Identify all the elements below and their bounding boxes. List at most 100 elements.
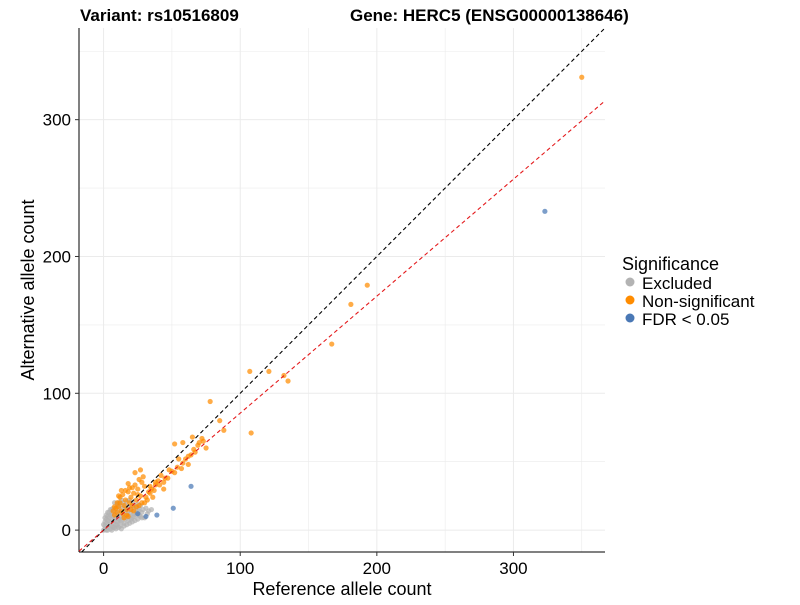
x-ticks: 0 100 200 300	[99, 552, 528, 578]
point-excluded	[148, 506, 155, 513]
point-non-significant	[133, 497, 139, 503]
point-non-significant	[247, 368, 253, 375]
point-non-significant	[116, 493, 122, 499]
point-non-significant	[152, 479, 159, 485]
point-non-significant	[189, 434, 195, 440]
point-non-significant	[135, 486, 141, 492]
point-excluded	[105, 527, 111, 533]
point-non-significant	[191, 446, 197, 452]
point-non-significant	[131, 508, 137, 514]
legend-key-fdr	[625, 313, 635, 323]
chart-title-variant: Variant: rs10516809	[80, 6, 239, 25]
legend-entry-excluded: Excluded	[625, 274, 712, 293]
legend-key-excluded	[625, 277, 635, 287]
point-non-significant	[221, 427, 227, 433]
point-non-significant	[136, 476, 142, 483]
point-non-significant	[135, 491, 141, 498]
point-excluded	[131, 513, 137, 520]
legend-label-excluded: Excluded	[642, 274, 712, 293]
x-axis-title: Reference allele count	[252, 579, 431, 599]
y-axis-title: Alternative allele count	[18, 199, 38, 380]
point-non-significant	[150, 494, 156, 500]
point-non-significant	[111, 504, 118, 510]
point-non-significant	[122, 497, 129, 503]
point-non-significant	[125, 513, 131, 520]
point-fdr-0-05	[542, 208, 548, 214]
point-excluded	[113, 522, 119, 528]
point-non-significant	[176, 456, 182, 462]
point-fdr-0-05	[170, 505, 176, 511]
point-non-significant	[348, 301, 354, 307]
point-non-significant	[158, 472, 164, 478]
point-fdr-0-05	[188, 483, 194, 489]
point-non-significant	[266, 368, 272, 375]
x-tick-label: 300	[499, 559, 527, 578]
legend-label-non-significant: Non-significant	[642, 292, 755, 311]
point-excluded	[132, 517, 138, 524]
point-non-significant	[128, 494, 134, 500]
axes	[78, 28, 605, 553]
point-non-significant	[114, 500, 120, 506]
y-ticks: 0 100 200 300	[43, 111, 79, 540]
fit-line	[78, 100, 606, 552]
point-non-significant	[121, 502, 127, 509]
point-non-significant	[141, 483, 148, 489]
point-non-significant	[195, 442, 201, 448]
reference-lines	[78, 27, 606, 553]
point-non-significant	[118, 487, 124, 494]
point-non-significant	[110, 508, 116, 514]
legend: Significance Excluded Non-significant FD…	[622, 254, 755, 329]
legend-entry-non-significant: Non-significant	[625, 292, 755, 311]
point-excluded	[117, 517, 123, 524]
point-non-significant	[111, 512, 118, 518]
y-tick-label: 100	[43, 384, 71, 403]
point-fdr-0-05	[143, 513, 149, 520]
point-non-significant	[185, 461, 191, 468]
point-non-significant	[140, 474, 146, 480]
legend-key-non-significant	[625, 295, 635, 305]
point-non-significant	[180, 460, 186, 466]
point-non-significant	[285, 378, 291, 384]
point-non-significant	[122, 487, 129, 494]
point-excluded	[109, 527, 115, 533]
data-points	[100, 74, 585, 533]
point-non-significant	[147, 483, 153, 489]
point-excluded	[139, 515, 145, 521]
point-non-significant	[172, 441, 178, 447]
point-non-significant	[137, 467, 144, 473]
point-non-significant	[217, 418, 223, 424]
legend-entry-fdr: FDR < 0.05	[625, 310, 729, 329]
point-non-significant	[180, 439, 186, 446]
x-tick-label: 200	[363, 559, 391, 578]
y-tick-label: 200	[43, 247, 71, 266]
y-tick-label: 0	[62, 521, 71, 540]
point-non-significant	[248, 430, 254, 436]
point-excluded	[100, 522, 107, 528]
point-non-significant	[579, 74, 585, 80]
point-non-significant	[157, 482, 163, 488]
point-non-significant	[203, 445, 209, 451]
identity-line	[81, 27, 606, 553]
point-fdr-0-05	[154, 512, 160, 518]
chart-title-gene: Gene: HERC5 (ENSG00000138646)	[350, 6, 629, 25]
point-non-significant	[131, 490, 137, 496]
point-non-significant	[136, 502, 142, 509]
point-non-significant	[161, 486, 167, 492]
point-non-significant	[121, 515, 127, 521]
point-non-significant	[178, 465, 185, 472]
point-fdr-0-05	[135, 511, 141, 517]
point-non-significant	[329, 341, 335, 347]
point-non-significant	[207, 398, 213, 405]
point-non-significant	[126, 500, 133, 506]
legend-title: Significance	[622, 254, 719, 274]
point-non-significant	[129, 485, 135, 491]
y-tick-label: 300	[43, 111, 71, 130]
point-non-significant	[132, 470, 138, 476]
point-non-significant	[200, 438, 206, 444]
point-non-significant	[141, 500, 148, 506]
point-non-significant	[161, 479, 167, 485]
point-non-significant	[125, 480, 131, 487]
point-non-significant	[185, 453, 191, 459]
